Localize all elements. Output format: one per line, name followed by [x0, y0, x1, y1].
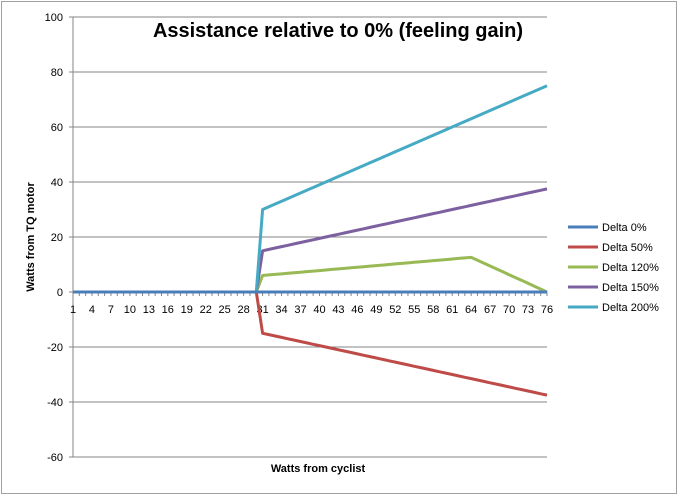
series-line-delta-150- [73, 187, 548, 294]
y-tick-label: 100 [45, 12, 63, 24]
y-tick-label: -60 [47, 452, 63, 464]
y-tick-label: -40 [47, 397, 63, 409]
y-tick-label: 20 [51, 232, 63, 244]
x-tick-label: 73 [522, 304, 534, 316]
x-tick-label: 67 [484, 304, 496, 316]
y-tick-label: 60 [51, 122, 63, 134]
legend-label: Delta 0% [602, 222, 647, 234]
x-tick-label: 10 [124, 304, 136, 316]
legend-label: Delta 200% [602, 302, 659, 314]
x-tick-label: 13 [143, 304, 155, 316]
x-tick-label: 1 [70, 304, 76, 316]
y-tick-label: 0 [57, 287, 63, 299]
y-tick-label: 80 [51, 67, 63, 79]
x-tick-label: 34 [275, 304, 287, 316]
x-tick-label: 64 [465, 304, 477, 316]
x-tick-label: 16 [162, 304, 174, 316]
x-tick-label: 37 [294, 304, 306, 316]
x-axis-label: Watts from cyclist [271, 463, 366, 475]
y-tick-label: 40 [51, 177, 63, 189]
x-tick-label: 52 [389, 304, 401, 316]
x-tick-label: 61 [446, 304, 458, 316]
x-tick-label: 40 [313, 304, 325, 316]
x-tick-label: 22 [200, 304, 212, 316]
x-tick-label: 4 [89, 304, 95, 316]
legend-label: Delta 150% [602, 282, 659, 294]
x-tick-label: 7 [108, 304, 114, 316]
chart-title: Assistance relative to 0% (feeling gain) [153, 20, 523, 42]
x-tick-label: 43 [332, 304, 344, 316]
x-tick-label: 25 [219, 304, 231, 316]
x-tick-label: 55 [408, 304, 420, 316]
series-line-delta-120- [73, 255, 548, 294]
x-tick-label: 58 [427, 304, 439, 316]
x-tick-label: 46 [351, 304, 363, 316]
x-tick-label: 76 [541, 304, 553, 316]
y-tick-label: -20 [47, 342, 63, 354]
legend-label: Delta 120% [602, 262, 659, 274]
x-tick-label: 70 [503, 304, 515, 316]
legend-label: Delta 50% [602, 242, 653, 254]
x-tick-label: 19 [181, 304, 193, 316]
x-tick-label: 49 [370, 304, 382, 316]
y-axis-label: Watts from TQ motor [25, 181, 37, 291]
x-tick-label: 28 [238, 304, 250, 316]
